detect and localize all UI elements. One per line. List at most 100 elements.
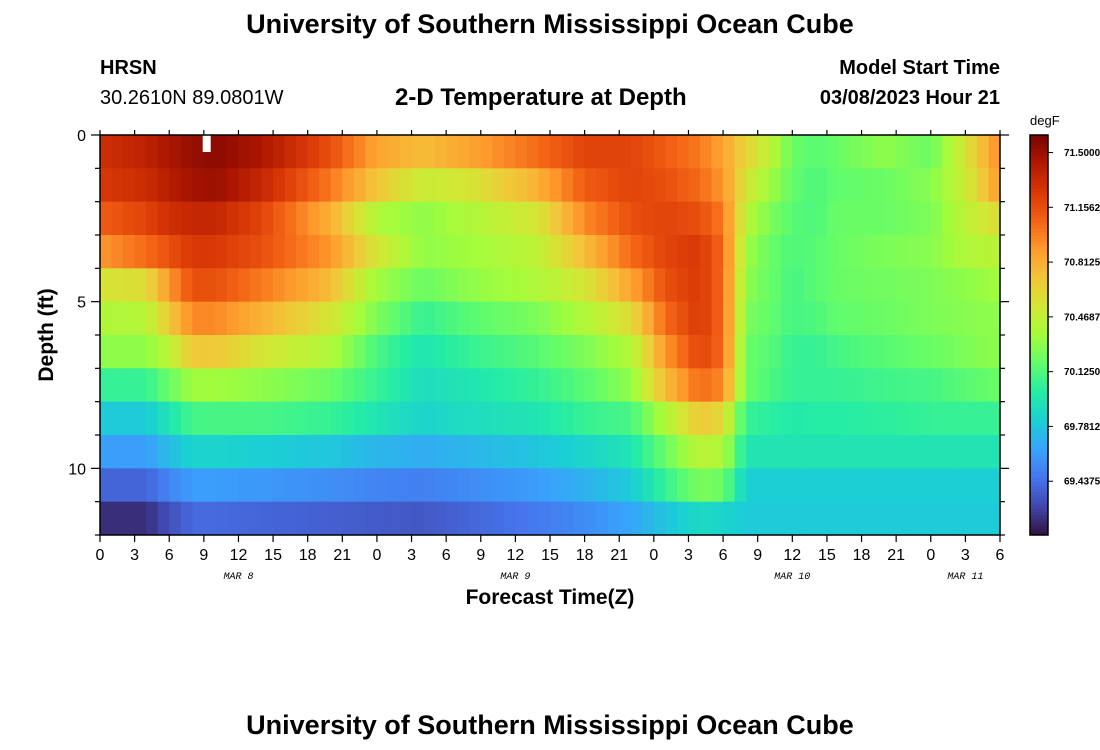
heatmap-cell (619, 401, 632, 436)
heatmap-cell (538, 468, 551, 503)
colorbar-segment (1030, 168, 1048, 173)
x-tick-label: 6 (996, 547, 1005, 564)
heatmap-cell (688, 168, 701, 203)
colorbar-segment (1030, 491, 1048, 496)
heatmap-cell (480, 368, 493, 403)
heatmap-cell (711, 435, 724, 469)
heatmap-cell (157, 401, 170, 436)
heatmap-cell (469, 468, 482, 503)
heatmap-cell (746, 501, 759, 536)
colorbar-segment (1030, 275, 1048, 279)
heatmap-cell (746, 268, 759, 303)
colorbar-segment (1030, 395, 1048, 399)
heatmap-cell (134, 435, 147, 469)
heatmap-cell (884, 435, 897, 469)
heatmap-cell (250, 268, 263, 303)
heatmap-cell (815, 168, 828, 203)
heatmap-cell (792, 401, 805, 436)
heatmap-cell (596, 235, 609, 269)
heatmap-cell (434, 401, 447, 436)
heatmap-cell (676, 201, 689, 236)
colorbar-segment (1030, 471, 1048, 476)
heatmap-cell (192, 435, 205, 469)
heatmap-cell (469, 135, 482, 169)
heatmap-cell (873, 401, 886, 436)
heatmap-cell (446, 435, 459, 469)
heatmap-cell (492, 401, 505, 436)
heatmap-cell (307, 501, 320, 536)
heatmap-cell (803, 501, 816, 536)
heatmap-cell (896, 135, 909, 169)
heatmap-cell (653, 201, 666, 236)
heatmap-cell (446, 368, 459, 403)
heatmap-cell (192, 401, 205, 436)
heatmap-cell (861, 301, 874, 336)
heatmap-cell (850, 501, 863, 536)
heatmap-cell (642, 235, 655, 269)
heatmap-cell (423, 468, 436, 503)
heatmap-cell (653, 301, 666, 336)
heatmap-cell (746, 368, 759, 403)
heatmap-cell (503, 168, 516, 203)
heatmap-cell (515, 235, 528, 269)
heatmap-cell (630, 335, 643, 369)
heatmap-cell (446, 501, 459, 536)
heatmap-cell (261, 501, 274, 536)
heatmap-cell (850, 301, 863, 336)
colorbar-segment (1030, 531, 1048, 536)
heatmap-cell (457, 468, 470, 503)
heatmap-cell (434, 335, 447, 369)
heatmap-cell (688, 335, 701, 369)
heatmap-cell (596, 368, 609, 403)
heatmap-cell (642, 301, 655, 336)
heatmap-cell (803, 301, 816, 336)
heatmap-cell (792, 501, 805, 536)
x-tick-label: 6 (442, 547, 451, 564)
heatmap-cell (988, 168, 1001, 203)
heatmap-cell (630, 201, 643, 236)
colorbar-segment (1030, 448, 1048, 453)
heatmap-cell (953, 135, 966, 169)
heatmap-cell (780, 468, 793, 503)
colorbar-segment (1030, 215, 1048, 219)
x-tick-label: 9 (476, 547, 485, 564)
heatmap-cell (769, 168, 782, 203)
heatmap-cell (642, 435, 655, 469)
colorbar-segment (1030, 241, 1048, 246)
heatmap-cell (676, 468, 689, 503)
heatmap-cell (538, 435, 551, 469)
heatmap-cell (400, 401, 413, 436)
heatmap-cell (630, 368, 643, 403)
heatmap-cell (942, 235, 955, 269)
heatmap-cell (965, 235, 978, 269)
colorbar-segment (1030, 348, 1048, 353)
heatmap-cell (376, 135, 389, 169)
heatmap-cell (100, 468, 113, 503)
heatmap-cell (550, 135, 563, 169)
heatmap-cell (665, 368, 678, 403)
heatmap-cell (596, 435, 609, 469)
heatmap-cell (203, 401, 216, 436)
heatmap-cell (803, 235, 816, 269)
heatmap-cell (226, 401, 239, 436)
heatmap-cell (100, 335, 113, 369)
heatmap-cell (238, 235, 251, 269)
heatmap-cell (388, 235, 401, 269)
heatmap-cell (503, 501, 516, 536)
heatmap-cell (642, 168, 655, 203)
heatmap-cell (907, 501, 920, 536)
heatmap-cell (930, 168, 943, 203)
heatmap-cell (688, 368, 701, 403)
heatmap-cell (423, 435, 436, 469)
heatmap-cell (665, 435, 678, 469)
heatmap-cell (365, 501, 378, 536)
heatmap-cell (988, 401, 1001, 436)
heatmap-cell (884, 301, 897, 336)
heatmap-cell (838, 168, 851, 203)
heatmap-cell (180, 468, 193, 503)
colorbar-units: degF (1030, 113, 1060, 128)
heatmap-cell (180, 301, 193, 336)
heatmap-cell (273, 301, 286, 336)
heatmap-cell (492, 501, 505, 536)
heatmap-cell (307, 401, 320, 436)
